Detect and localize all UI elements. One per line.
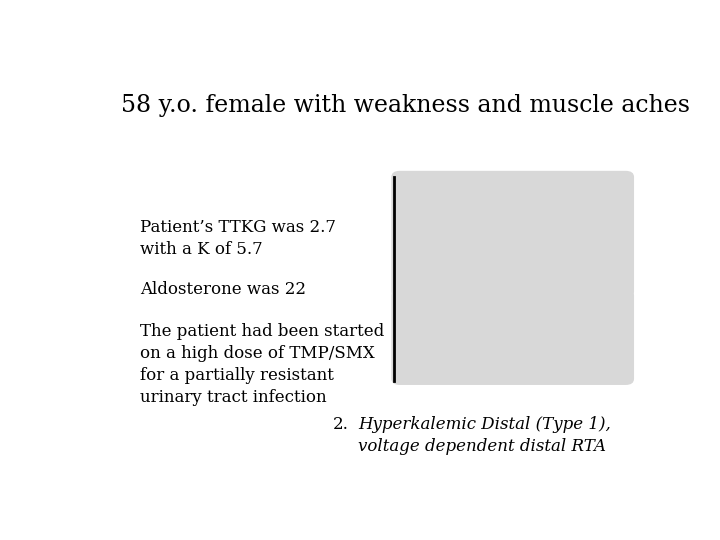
FancyBboxPatch shape xyxy=(392,289,634,385)
Text: Aldosterone was 22: Aldosterone was 22 xyxy=(140,281,306,298)
Text: 58 y.o. female with weakness and muscle aches: 58 y.o. female with weakness and muscle … xyxy=(121,94,690,117)
FancyBboxPatch shape xyxy=(392,171,634,298)
Text: Hyperkalemic Distal (Type 1),
voltage dependent distal RTA: Hyperkalemic Distal (Type 1), voltage de… xyxy=(358,416,611,455)
Text: The patient had been started
on a high dose of TMP/SMX
for a partially resistant: The patient had been started on a high d… xyxy=(140,322,384,406)
Text: 2.: 2. xyxy=(333,416,348,433)
Text: Patient’s TTKG was 2.7
with a K of 5.7: Patient’s TTKG was 2.7 with a K of 5.7 xyxy=(140,219,336,258)
